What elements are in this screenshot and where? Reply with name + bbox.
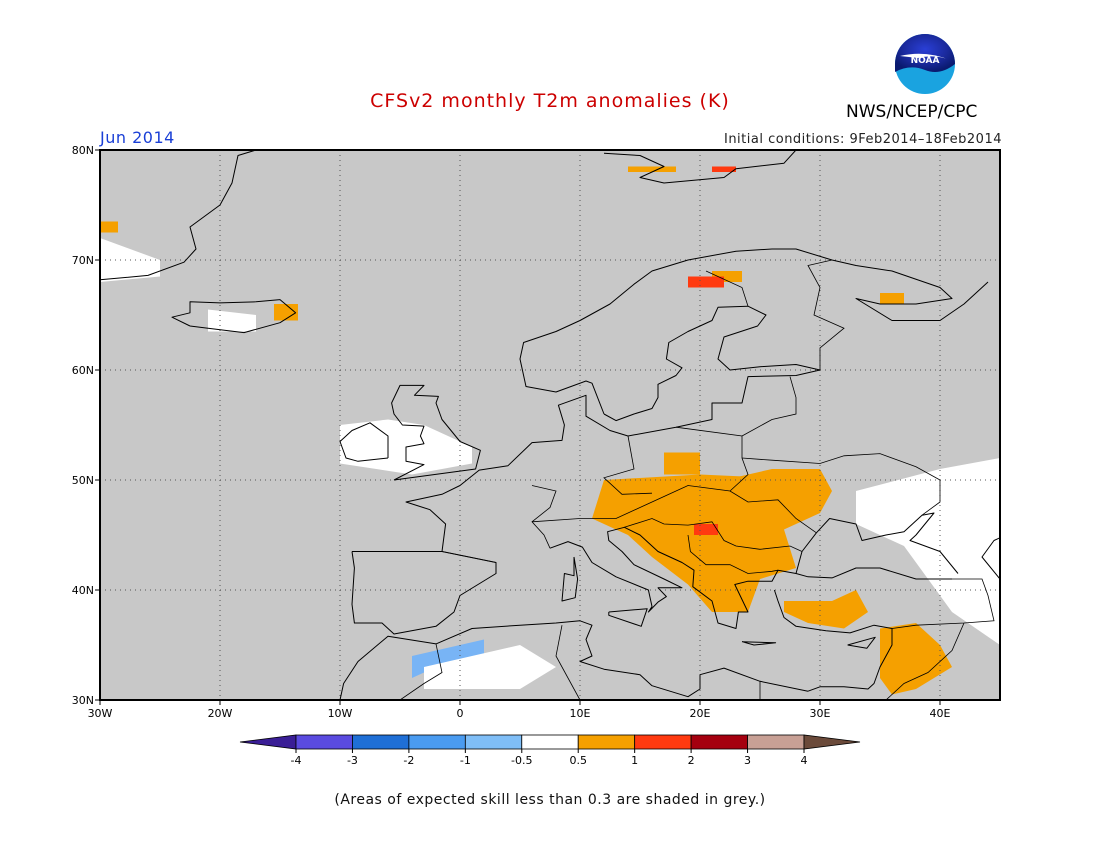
colorbar-label: 1 (631, 754, 638, 767)
lon-tick-label: 30E (810, 707, 831, 720)
colorbar-label: -3 (347, 754, 358, 767)
border-turkey-east (891, 578, 995, 629)
border-balkans-2 (687, 534, 779, 574)
border-belarus-ukraine (741, 453, 941, 516)
anomaly-region-algeria-white (424, 645, 556, 689)
border-north-africa-borders (399, 643, 443, 700)
map-background (100, 150, 1000, 700)
lat-tick-label: 30N (72, 694, 94, 707)
lat-tick-label: 60N (72, 364, 94, 377)
footnote: (Areas of expected skill less than 0.3 a… (334, 792, 766, 808)
colorbar: -4 -3 -2 -1 -0.5 0.5 1 2 3 4 (239, 734, 861, 767)
coastline-caspian (981, 513, 1000, 580)
anomaly-region-kola (880, 293, 904, 304)
lon-tick-label: 10E (570, 707, 591, 720)
colorbar-bin (239, 734, 297, 750)
anomaly-region-anatolia (784, 590, 868, 629)
colorbar-bin (464, 734, 523, 750)
colorbar-bin (747, 734, 805, 750)
country-borders (399, 259, 995, 700)
lat-tick-label: 70N (72, 254, 94, 267)
colorbar-label: 3 (744, 754, 751, 767)
border-germany-poland (603, 435, 653, 495)
axis-ticks: 30W 20W 10W 0 10E 20E 30E 40E 30N 40N 50N 60N 70N 80N (72, 144, 951, 720)
coastline-baltic-gulf (603, 305, 821, 422)
colorbar-bin (521, 734, 579, 750)
colorbar-label: 2 (688, 754, 695, 767)
border-finland-russia (807, 259, 845, 370)
coastline-britain (391, 384, 481, 481)
colorbar-label: 0.5 (569, 754, 587, 767)
coastline-sicily (608, 608, 648, 627)
coastline-cyprus (847, 636, 876, 649)
lon-tick-label: 0 (457, 707, 464, 720)
colorbar-bin (690, 734, 748, 750)
anomaly-layer (100, 166, 1000, 695)
border-tunisia-libya (555, 625, 581, 700)
lat-tick-label: 40N (72, 584, 94, 597)
colorbar-label: -2 (403, 754, 414, 767)
coastline-france-west (405, 369, 821, 552)
border-sweden-finland (705, 270, 749, 307)
lon-tick-label: 10W (328, 707, 353, 720)
colorbar-bin (803, 734, 861, 750)
colorbar-bin (295, 734, 353, 750)
colorbar-label: -4 (291, 754, 302, 767)
anomaly-region-lapland-red (688, 276, 724, 288)
colorbar-label: -1 (460, 754, 471, 767)
anomaly-region-romania-red (694, 524, 718, 535)
coastline-svalbard (603, 150, 797, 184)
coastline-italy (549, 526, 952, 629)
border-baltics (741, 376, 797, 437)
coastline-black-sea (795, 512, 959, 574)
anomaly-region-greenland-tip (100, 221, 118, 233)
lon-tick-label: 20E (690, 707, 711, 720)
anomaly-region-russia-white (856, 458, 1000, 645)
lat-tick-label: 50N (72, 474, 94, 487)
chart-title: CFSv2 monthly T2m anomalies (K) (370, 90, 730, 112)
noaa-logo: NOAA (895, 34, 955, 94)
anomaly-region-poland-east (664, 452, 700, 475)
lat-tick-label: 80N (72, 144, 94, 157)
border-alps (531, 485, 817, 534)
lon-tick-label: 30W (88, 707, 113, 720)
border-syria-iraq (885, 622, 965, 700)
colorbar-label: 4 (801, 754, 808, 767)
colorbar-bin (408, 734, 466, 750)
agency-label: NWS/NCEP/CPC (846, 102, 978, 122)
gridlines (100, 150, 1000, 700)
anomaly-region-svalbard-red (712, 166, 736, 172)
coastline-scandinavia (519, 248, 989, 415)
lon-tick-label: 40E (930, 707, 951, 720)
coastline-ireland (339, 422, 389, 462)
border-france-spain-border (441, 551, 497, 563)
coastline-corsica-sardinia (561, 556, 579, 602)
colorbar-label: -0.5 (511, 754, 532, 767)
coastline-crete (741, 641, 777, 646)
noaa-logo-text: NOAA (911, 56, 940, 66)
anomaly-region-iceland-east (274, 304, 298, 321)
initial-conditions: Initial conditions: 9Feb2014–18Feb2014 (723, 132, 1002, 147)
colorbar-bin (577, 734, 636, 750)
map-frame (99, 149, 1001, 701)
anomaly-region-levant (880, 623, 952, 695)
anomaly-region-svalbard (628, 166, 676, 172)
coastline-north-africa (339, 620, 809, 700)
forecast-month: Jun 2014 (100, 128, 175, 147)
colorbar-bin (634, 734, 692, 750)
coastline-greenland (100, 150, 257, 281)
lon-tick-label: 20W (208, 707, 233, 720)
colorbar-bin (352, 734, 410, 750)
border-balkans-1 (624, 518, 803, 552)
anomaly-region-ukraine (724, 469, 832, 524)
border-germany-west (531, 485, 557, 549)
coastline-iceland (171, 299, 297, 334)
